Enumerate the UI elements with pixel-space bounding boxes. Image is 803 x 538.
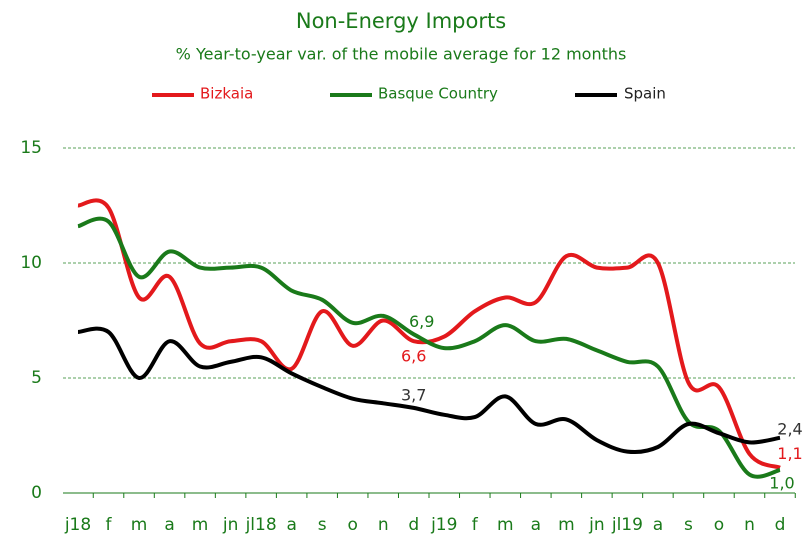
x-tick-label: j19: [430, 515, 457, 535]
x-tick-label: jl18: [245, 515, 277, 535]
x-tick-label: jn: [588, 515, 605, 535]
x-tick-label: m: [558, 515, 575, 535]
x-tick-label: o: [347, 515, 357, 535]
y-tick-label: 5: [31, 368, 42, 388]
series-line: [77, 216, 781, 479]
legend-label: Spain: [624, 85, 666, 103]
data-label: 2,4: [777, 419, 802, 438]
y-tick-label: 15: [20, 138, 42, 158]
x-tick-label: o: [714, 515, 724, 535]
x-tick-label: d: [775, 515, 786, 535]
x-tick-label: a: [286, 515, 296, 535]
x-tick-label: m: [192, 515, 209, 535]
data-label: 6,9: [409, 312, 434, 331]
data-label: 3,7: [401, 385, 426, 404]
data-label: 1,1: [777, 444, 802, 463]
x-tick-label: m: [497, 515, 514, 535]
x-tick-label: s: [318, 515, 327, 535]
chart-subtitle: % Year-to-year var. of the mobile averag…: [176, 45, 627, 64]
x-tick-label: j18: [64, 515, 91, 535]
legend-label: Bizkaia: [200, 85, 253, 103]
x-tick-label: n: [378, 515, 389, 535]
series-line: [77, 198, 781, 470]
x-tick-label: a: [531, 515, 541, 535]
data-label: 1,0: [769, 474, 794, 493]
x-tick-label: m: [131, 515, 148, 535]
x-tick-label: f: [472, 515, 479, 535]
series-line: [77, 326, 781, 455]
y-tick-label: 10: [20, 253, 42, 273]
x-tick-label: a: [164, 515, 174, 535]
chart-title: Non-Energy Imports: [296, 9, 506, 33]
y-tick-label: 0: [31, 483, 42, 503]
x-tick-label: jl19: [611, 515, 643, 535]
data-label: 6,6: [401, 347, 426, 366]
x-tick-label: f: [106, 515, 113, 535]
x-tick-label: jn: [222, 515, 239, 535]
x-tick-label: d: [408, 515, 419, 535]
x-tick-label: s: [684, 515, 693, 535]
legend-label: Basque Country: [378, 85, 498, 103]
x-tick-label: n: [744, 515, 755, 535]
x-tick-label: a: [653, 515, 663, 535]
